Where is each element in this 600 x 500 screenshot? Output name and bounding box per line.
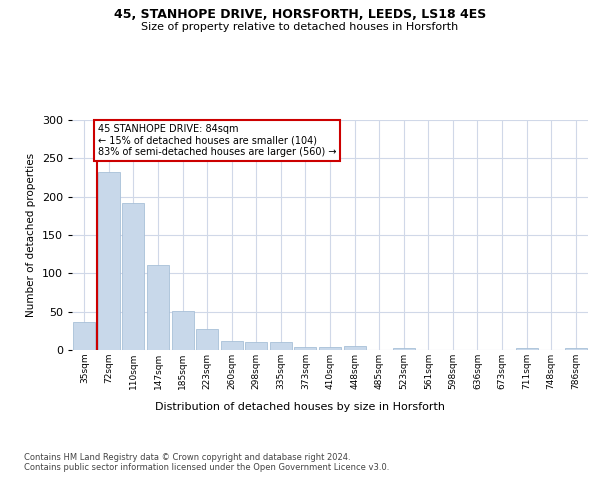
Text: Contains HM Land Registry data © Crown copyright and database right 2024.
Contai: Contains HM Land Registry data © Crown c… (24, 452, 389, 472)
Bar (245, 342, 268, 350)
Bar (98, 172, 120, 350)
Bar (122, 203, 145, 350)
Bar (565, 348, 587, 350)
Bar (270, 342, 292, 350)
Bar (221, 341, 243, 350)
Text: Distribution of detached houses by size in Horsforth: Distribution of detached houses by size … (155, 402, 445, 412)
Text: Size of property relative to detached houses in Horsforth: Size of property relative to detached ho… (142, 22, 458, 32)
Text: 45, STANHOPE DRIVE, HORSFORTH, LEEDS, LS18 4ES: 45, STANHOPE DRIVE, HORSFORTH, LEEDS, LS… (114, 8, 486, 20)
Text: 45 STANHOPE DRIVE: 84sqm
← 15% of detached houses are smaller (104)
83% of semi-: 45 STANHOPE DRIVE: 84sqm ← 15% of detach… (98, 124, 337, 157)
Bar (344, 346, 365, 350)
Bar (196, 330, 218, 350)
Bar (73, 322, 95, 350)
Bar (319, 347, 341, 350)
Bar (295, 347, 316, 350)
Bar (172, 311, 194, 350)
Bar (147, 265, 169, 350)
Bar (392, 348, 415, 350)
Y-axis label: Number of detached properties: Number of detached properties (26, 153, 36, 317)
Bar (515, 348, 538, 350)
